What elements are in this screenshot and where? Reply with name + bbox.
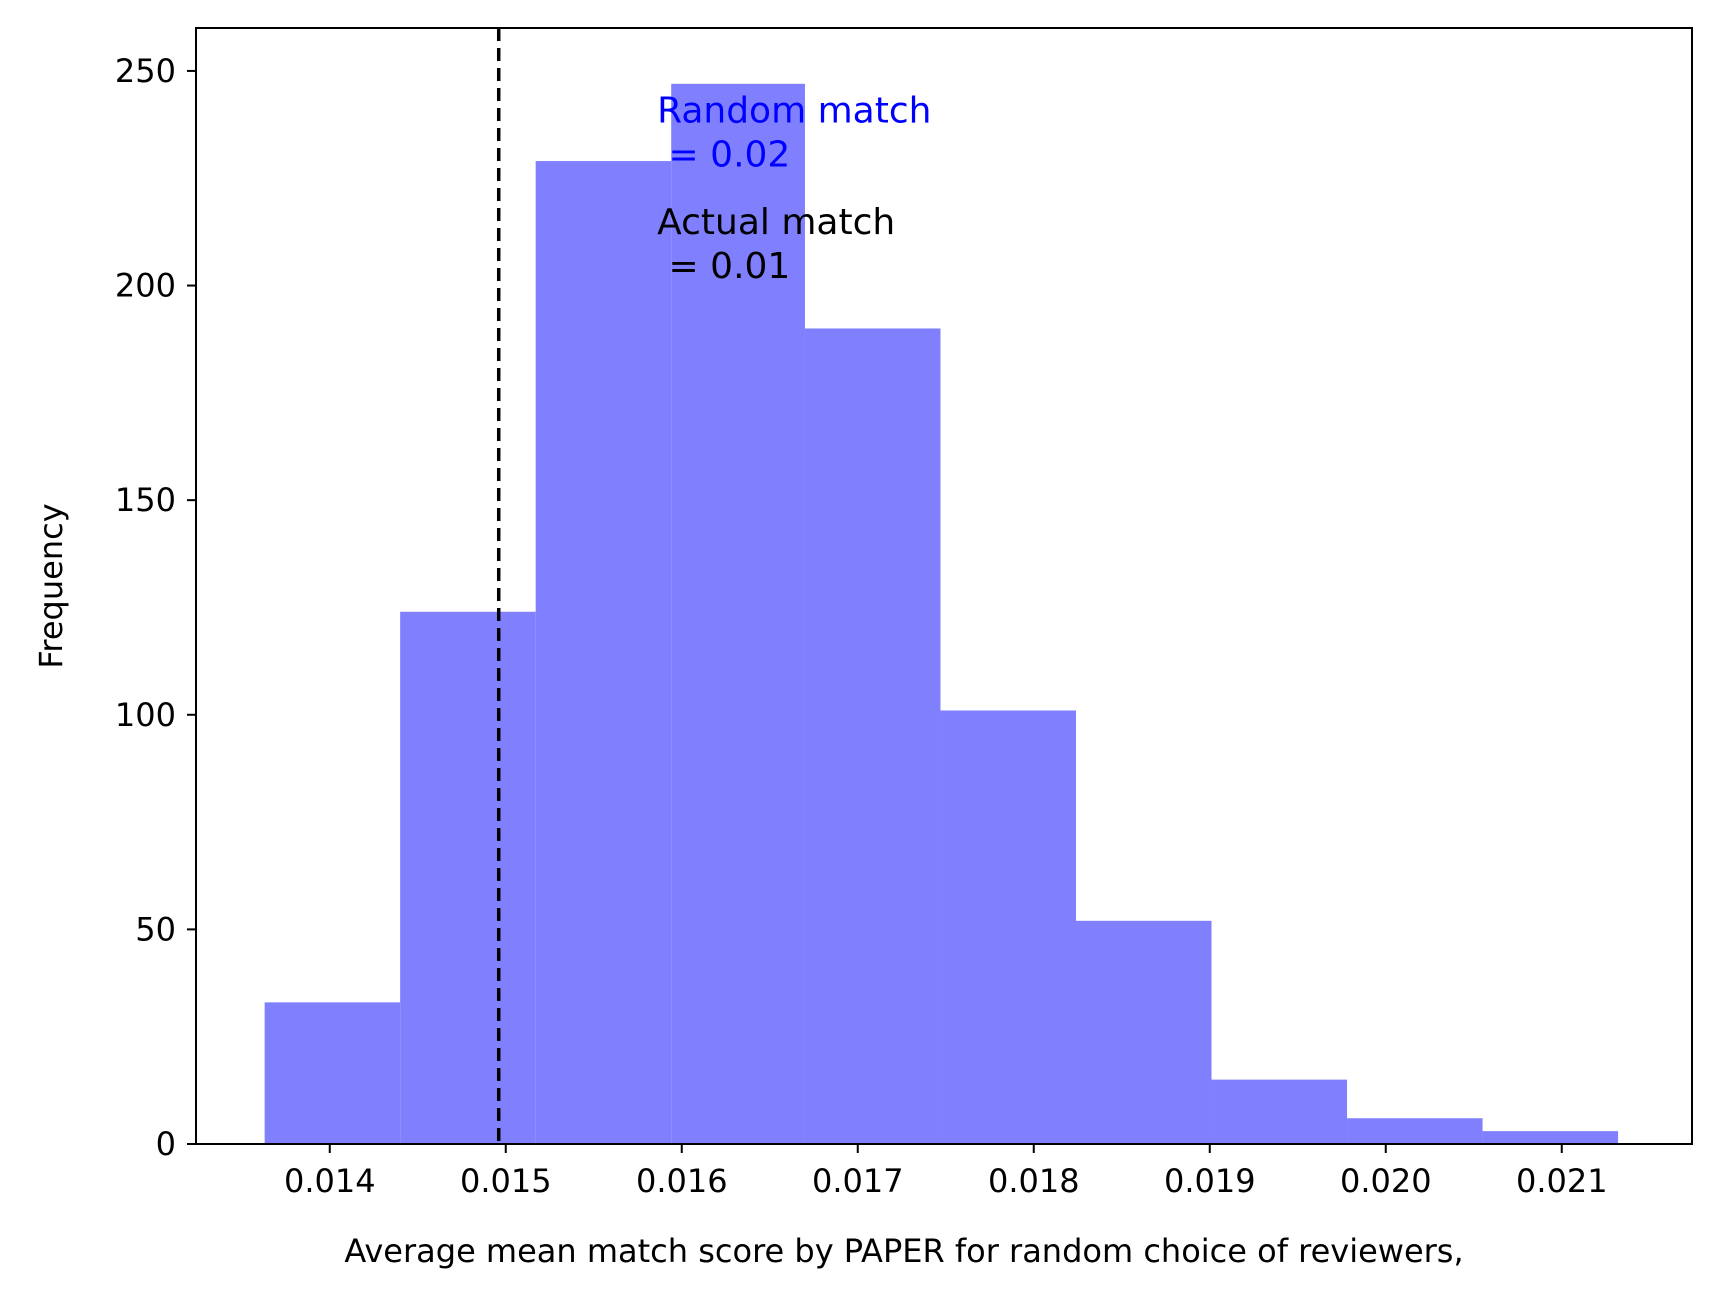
histogram-bar-10 [1482,1131,1619,1144]
x-tick-label: 0.016 [636,1162,728,1200]
histogram-bar-9 [1347,1118,1483,1144]
x-tick-label: 0.015 [460,1162,552,1200]
annotation-1: Random match = 0.02 [657,90,931,175]
histogram-bar-8 [1211,1079,1348,1144]
plot-frame [195,27,1693,1145]
annotation-1-line-1: Random match [657,90,931,131]
y-tick-label: 200 [115,267,176,305]
y-axis-label: Frequency [32,503,70,668]
histogram-bar-4 [671,83,805,1144]
x-tick-label: 0.019 [1164,1162,1256,1200]
y-tick-label: 250 [115,52,176,90]
annotation-1-line-2: = 0.02 [657,134,790,175]
histogram-bar-5 [804,328,941,1144]
y-tick-label: 50 [135,910,176,948]
histogram-bar-1 [264,1002,401,1144]
x-tick-label: 0.017 [812,1162,904,1200]
histogram-bar-3 [535,161,672,1145]
histogram-bar-6 [940,710,1076,1144]
x-tick-label: 0.018 [988,1162,1080,1200]
annotation-2-line-1: Actual match [657,202,895,243]
x-axis-label: Average mean match score by PAPER for ra… [344,1232,1463,1270]
x-tick-label: 0.020 [1340,1162,1432,1200]
y-tick-label: 0 [156,1125,176,1163]
x-tick-label: 0.021 [1516,1162,1608,1200]
annotations: Random match = 0.02 Actual match = 0.01 [657,90,931,287]
x-axis-ticks: 0.014 0.015 0.016 0.017 0.018 0.019 0.020 0.021 [284,1144,1608,1200]
histogram-bar-7 [1076,920,1212,1144]
histogram-bar-2 [400,611,536,1144]
y-tick-label: 100 [115,696,176,734]
annotation-2: Actual match = 0.01 [657,202,895,287]
x-tick-label: 0.014 [284,1162,376,1200]
annotation-2-line-2: = 0.01 [657,246,790,287]
histogram-bars [264,83,1619,1145]
y-axis-ticks: 0 50 100 150 200 250 [115,52,196,1163]
y-tick-label: 150 [115,481,176,519]
